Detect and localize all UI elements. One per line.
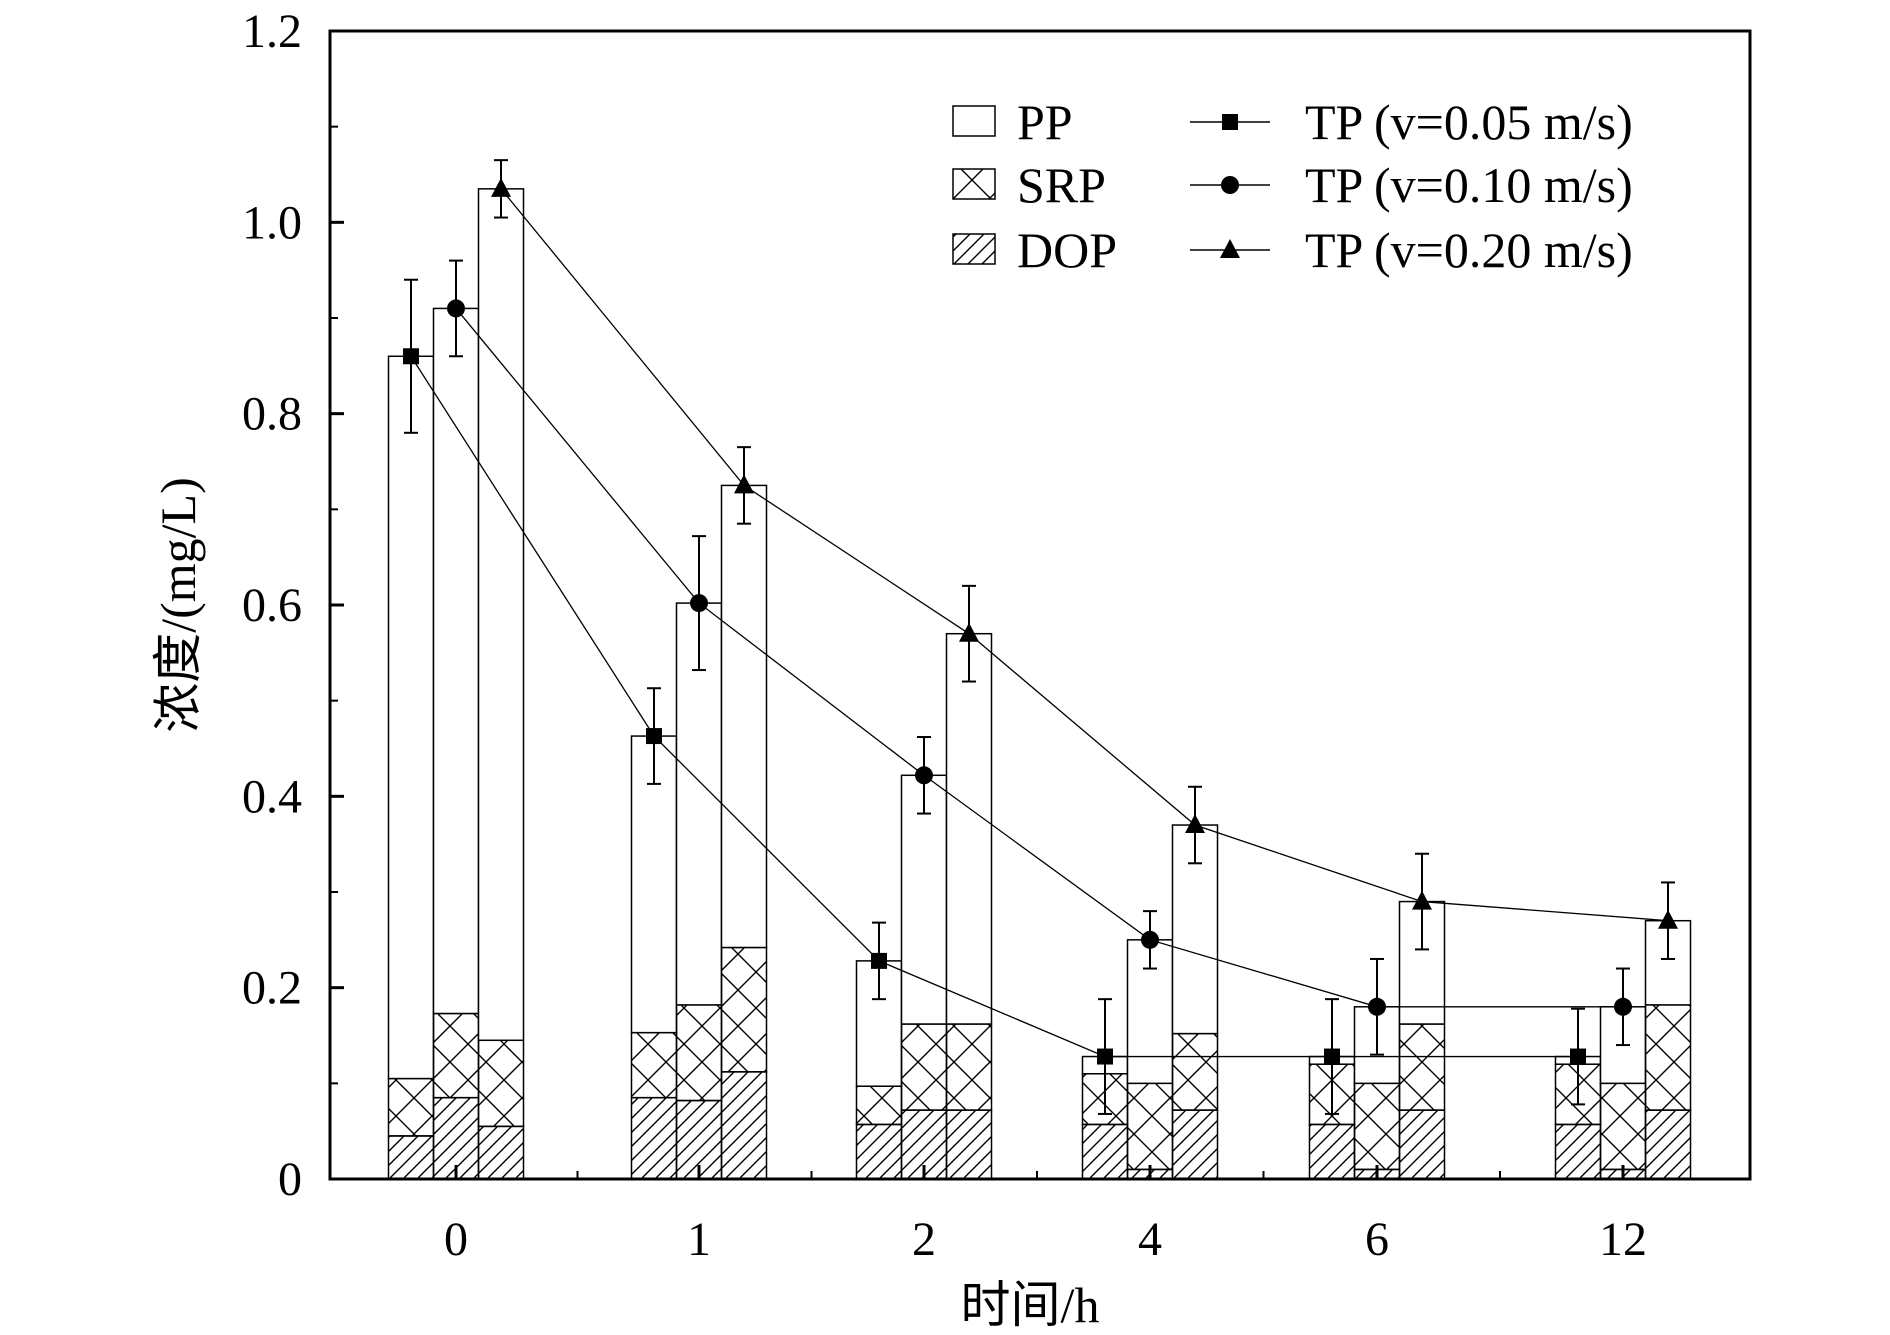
legend-swatch-srp — [952, 168, 996, 200]
bar-dop — [1081, 1123, 1129, 1180]
bar-dop — [1644, 1109, 1692, 1180]
bar-srp — [432, 1012, 480, 1099]
tp-line-circle — [455, 308, 1623, 1008]
y-tick-label: 1.0 — [242, 196, 302, 249]
bar-srp — [1126, 1082, 1174, 1171]
bar-srp — [1599, 1082, 1647, 1171]
marker-circle — [1141, 930, 1159, 949]
marker-circle — [690, 594, 708, 613]
legend: PP SRP DOP TP (v=0.05 m/s) TP (v=0.10 m/s) TP… — [952, 94, 1633, 278]
series-markers — [403, 177, 1678, 1065]
marker-triangle — [1412, 890, 1432, 910]
x-tick-label: 12 — [1599, 1213, 1647, 1266]
bar-dop — [477, 1125, 525, 1180]
marker-triangle — [959, 622, 979, 642]
tp-series-lines — [410, 188, 1669, 1058]
marker-circle — [447, 299, 465, 318]
legend-marker-circle — [1221, 176, 1239, 194]
bar-dop — [387, 1135, 435, 1180]
stacked-bars — [387, 188, 1692, 1180]
legend-label-tp: TP (v=0.10 m/s) — [1305, 157, 1633, 213]
bar-pp — [900, 774, 948, 1025]
bar-pp — [432, 307, 480, 1015]
marker-triangle — [1658, 909, 1678, 929]
y-tick-label: 0.4 — [242, 770, 302, 823]
marker-square — [871, 952, 887, 969]
marker-circle — [1614, 997, 1632, 1016]
marker-square — [1097, 1048, 1113, 1065]
marker-triangle — [1185, 814, 1205, 834]
bar-srp — [477, 1039, 525, 1128]
marker-circle — [915, 766, 933, 785]
bar-pp — [477, 188, 525, 1042]
bar-pp — [720, 484, 768, 949]
bar-srp — [855, 1085, 903, 1126]
x-axis-title: 时间/h — [961, 1277, 1100, 1333]
y-axis-title: 浓度/(mg/L) — [150, 477, 206, 733]
bar-dop — [675, 1099, 723, 1180]
x-tick-label: 6 — [1365, 1213, 1389, 1266]
bar-dop — [1353, 1168, 1401, 1180]
legend-label-dop: DOP — [1017, 222, 1117, 278]
bar-srp — [720, 946, 768, 1073]
legend-marker-square — [1222, 114, 1238, 130]
marker-square — [1570, 1048, 1586, 1065]
y-tick-label: 0.2 — [242, 962, 302, 1015]
x-tick-label: 2 — [912, 1213, 936, 1266]
legend-label-tp: TP (v=0.20 m/s) — [1305, 222, 1633, 278]
bar-pp — [387, 355, 435, 1080]
bar-srp — [1398, 1023, 1446, 1111]
marker-triangle — [491, 177, 511, 197]
bar-srp — [675, 1004, 723, 1102]
legend-marker-triangle — [1220, 239, 1240, 258]
x-tick-label: 4 — [1138, 1213, 1162, 1266]
bar-dop — [1126, 1168, 1174, 1180]
bar-dop — [630, 1096, 678, 1180]
bar-dop — [432, 1096, 480, 1180]
bar-dop — [900, 1109, 948, 1180]
bar-srp — [630, 1031, 678, 1099]
bar-dop — [855, 1123, 903, 1180]
marker-triangle — [734, 474, 754, 494]
bar-srp — [387, 1077, 435, 1137]
y-axis: 0 0.2 0.4 0.6 0.8 1.0 1.2 — [242, 5, 344, 1206]
y-tick-label: 0 — [278, 1153, 302, 1206]
bar-srp — [1644, 1004, 1692, 1111]
legend-swatch-dop — [952, 233, 996, 265]
bar-dop — [1171, 1109, 1219, 1180]
y-tick-label: 1.2 — [242, 5, 302, 58]
bar-dop — [1308, 1123, 1356, 1180]
bar-srp — [900, 1023, 948, 1111]
tp-line-square — [410, 355, 1578, 1058]
y-tick-label: 0.8 — [242, 388, 302, 441]
bar-pp — [945, 632, 993, 1025]
legend-label-srp: SRP — [1017, 157, 1106, 213]
bar-srp — [945, 1023, 993, 1111]
legend-label-pp: PP — [1017, 94, 1073, 150]
bar-dop — [1599, 1168, 1647, 1180]
bar-dop — [1554, 1123, 1602, 1180]
marker-square — [403, 348, 419, 365]
bar-dop — [1398, 1109, 1446, 1180]
marker-square — [1324, 1048, 1340, 1065]
x-axis: 0 1 2 4 6 12 — [444, 1165, 1647, 1266]
bar-srp — [1353, 1082, 1401, 1171]
x-tick-label: 0 — [444, 1213, 468, 1266]
bar-srp — [1171, 1032, 1219, 1111]
bar-dop — [945, 1109, 993, 1180]
bar-dop — [720, 1071, 768, 1180]
marker-circle — [1368, 997, 1386, 1016]
y-tick-label: 0.6 — [242, 579, 302, 632]
marker-square — [646, 728, 662, 745]
legend-label-tp: TP (v=0.05 m/s) — [1305, 94, 1633, 150]
x-tick-label: 1 — [687, 1213, 711, 1266]
tp-line-triangle — [500, 188, 1669, 922]
legend-swatch-pp — [952, 105, 996, 137]
